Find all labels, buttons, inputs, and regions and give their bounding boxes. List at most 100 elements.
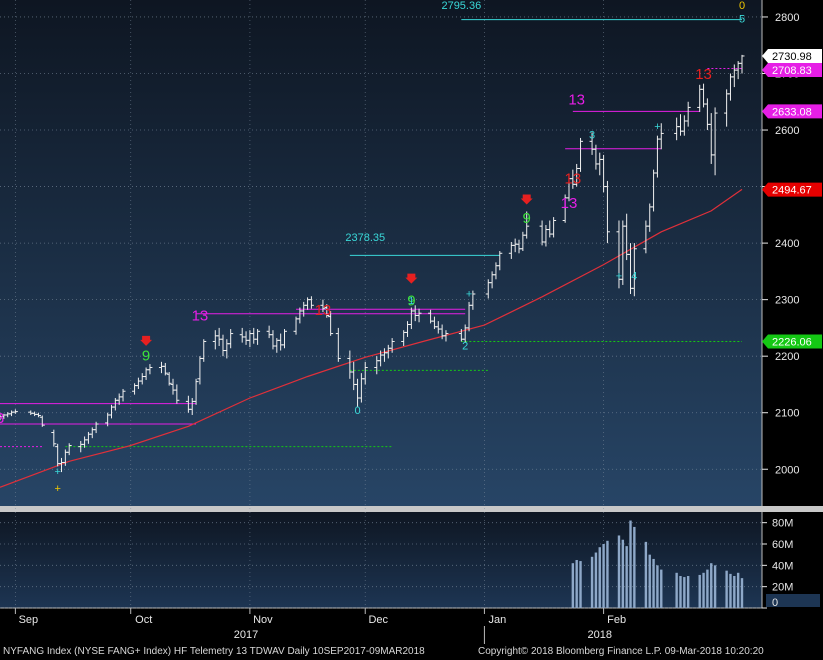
price-label-text: 2494.67	[772, 185, 812, 197]
volume-bar	[633, 526, 636, 608]
sequential-annotation: 1	[409, 296, 415, 307]
ohlc-bar	[162, 362, 168, 376]
volume-bar	[571, 563, 575, 608]
price-panel-background	[0, 0, 762, 506]
grid-lines	[0, 0, 762, 609]
volume-bar	[625, 546, 628, 608]
volume-tick-label: 40M	[772, 560, 793, 572]
ohlc-bar	[739, 54, 745, 74]
volume-bar	[575, 560, 578, 608]
volume-bar	[740, 578, 744, 608]
volume-tick-label: 0	[772, 597, 778, 609]
price-axis: 200021002200230024002500260027002800	[762, 12, 799, 476]
price-label-text: 2730.98	[772, 51, 812, 63]
volume-tick-label: 20M	[772, 582, 793, 594]
ohlc-bar	[328, 310, 334, 336]
sequential-annotation: 13	[695, 66, 712, 83]
price-labels: 2730.98 2708.83 2633.08 2494.67 2226.06	[762, 48, 822, 349]
volume-bar	[656, 565, 659, 608]
sequential-annotation: 2	[462, 340, 468, 352]
footer-description: NYFANG Index (NYSE FANG+ Index) HF Telem…	[3, 646, 425, 657]
price-label: 2226.06	[762, 334, 822, 349]
sequential-annotation: 13	[564, 171, 581, 188]
sequential-annotation: +	[54, 483, 60, 495]
sequential-annotation: 2378.35	[345, 232, 385, 244]
price-label-box	[762, 62, 822, 77]
price-label-text: 2633.08	[772, 106, 812, 118]
volume-bar	[606, 540, 609, 608]
volume-bar	[736, 572, 740, 608]
price-tick-label: 2600	[775, 125, 799, 137]
ohlc-bar	[389, 338, 395, 353]
month-label: Feb	[607, 614, 626, 626]
sequential-annotation: +	[616, 270, 622, 282]
sequential-annotation: 0	[354, 405, 360, 417]
ohlc-bar	[324, 304, 330, 318]
ohlc-bar	[255, 329, 261, 345]
sequential-annotation: 4	[631, 270, 637, 282]
price-label-text: 2708.83	[772, 65, 812, 77]
volume-bar	[598, 547, 601, 608]
sequential-annotation: 9	[407, 292, 415, 309]
volume-bar	[617, 535, 621, 608]
sequential-annotation: +	[54, 466, 60, 478]
ohlc-bar	[631, 243, 637, 297]
ohlc-bars	[0, 54, 745, 473]
signal-arrow	[140, 335, 153, 346]
price-axis-background	[762, 0, 823, 506]
volume-bar	[648, 554, 651, 608]
price-tick-label: 2400	[775, 238, 799, 250]
volume-bars	[571, 520, 744, 608]
ohlc-bar	[201, 339, 207, 362]
ohlc-bar	[443, 330, 449, 342]
ohlc-bar	[497, 251, 503, 271]
volume-bar	[652, 558, 655, 608]
volume-bar	[710, 563, 713, 608]
price-label: 2708.83	[762, 62, 822, 77]
month-label: Nov	[253, 614, 273, 626]
ohlc-bar	[39, 415, 45, 427]
ohlc-bar	[320, 299, 326, 313]
volume-bar	[660, 569, 663, 608]
sequential-annotation: 9	[523, 210, 531, 227]
price-tick-label: 2000	[775, 464, 799, 476]
price-tick-label: 2200	[775, 351, 799, 363]
volume-tick-label: 60M	[772, 539, 793, 551]
month-label: Sep	[19, 614, 39, 626]
ohlc-bar	[281, 329, 287, 349]
month-label: Jan	[489, 614, 507, 626]
sequential-annotation: 3	[0, 410, 4, 427]
volume-bar	[683, 577, 686, 608]
volume-bar	[675, 572, 678, 608]
ohlc-bar	[685, 101, 691, 127]
time-axis-background	[0, 608, 823, 646]
volume-axis-background	[762, 512, 823, 608]
sequential-annotation: +	[654, 121, 660, 133]
volume-bar	[579, 561, 582, 608]
time-axis: Sep Oct Nov Dec Jan Feb 2017 2018	[14, 608, 626, 644]
ohlc-bar	[166, 372, 172, 386]
sequential-annotation: 2795.36	[441, 0, 481, 12]
year-label: 2018	[588, 629, 612, 641]
moving-average-line	[0, 188, 743, 488]
ohlc-bar	[712, 107, 718, 176]
price-label-box	[762, 104, 822, 119]
price-tick-label: 2800	[775, 12, 799, 24]
volume-bar	[679, 576, 682, 608]
price-label: 2633.08	[762, 104, 822, 119]
footer-copyright: Copyright© 2018 Bloomberg Finance L.P. 0…	[478, 646, 764, 657]
annotations: 052795.362378.35131313133991131393024+++…	[0, 0, 745, 495]
price-tick-label: 2300	[775, 295, 799, 307]
price-label: 2730.98	[762, 48, 822, 63]
price-label-text: 2226.06	[772, 336, 812, 348]
volume-bar	[590, 556, 594, 608]
signal-arrow	[520, 194, 533, 205]
ohlc-bar	[578, 137, 584, 172]
sequential-annotation: 13	[568, 92, 585, 109]
ohlc-bar	[416, 308, 422, 323]
ohlc-bar	[658, 123, 664, 150]
sequential-annotation: 0	[739, 0, 745, 12]
sequential-annotation: 13	[192, 308, 209, 325]
volume-axis: 0 20M 40M 60M 80M	[762, 518, 793, 609]
